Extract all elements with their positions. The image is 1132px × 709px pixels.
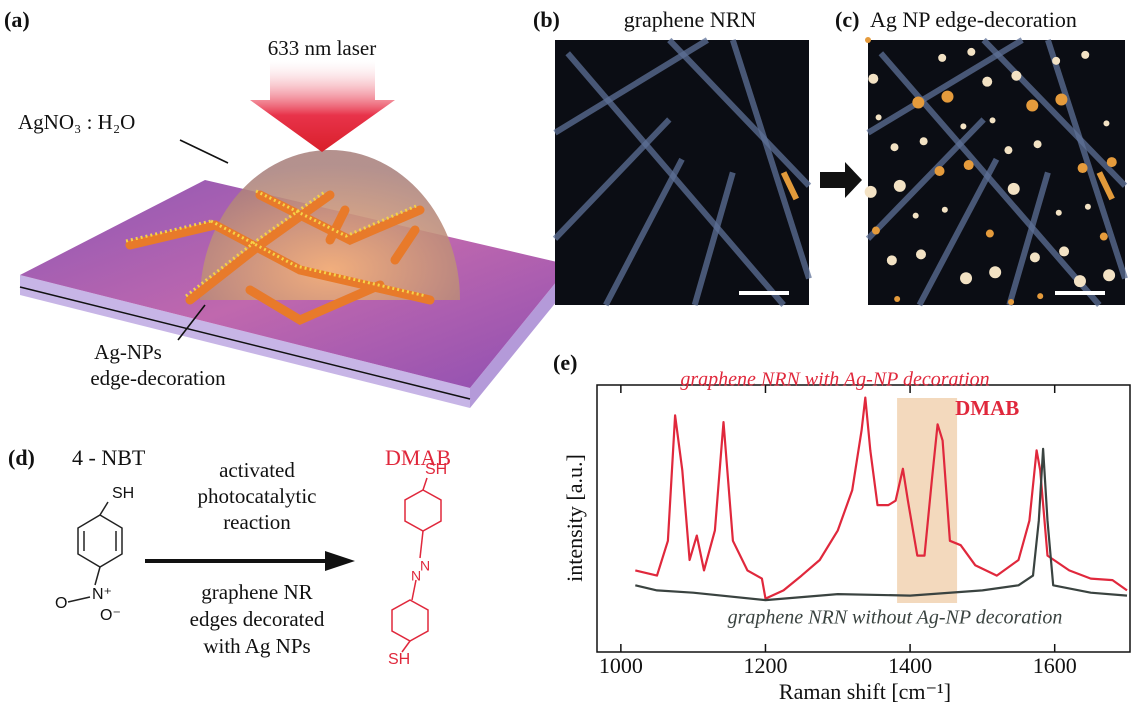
micrograph xyxy=(555,40,809,305)
atom: SH xyxy=(112,485,134,502)
nanoparticle xyxy=(1034,140,1042,148)
nanoparticle xyxy=(865,37,871,43)
atom: N xyxy=(420,558,430,574)
x-tick-label: 1400 xyxy=(888,653,932,678)
nanoparticle xyxy=(1030,252,1040,262)
nanoparticle xyxy=(890,143,898,151)
x-tick-label: 1600 xyxy=(1033,653,1077,678)
highlight-label: DMAB xyxy=(955,396,1019,420)
nanoparticle xyxy=(967,48,975,56)
nanoparticle xyxy=(941,91,953,103)
reaction-arrow xyxy=(325,551,355,571)
nanoparticle xyxy=(1100,233,1108,241)
nanoparticle xyxy=(916,249,926,259)
panel-label: (e) xyxy=(553,350,577,375)
nanoparticle xyxy=(1078,163,1088,173)
y-axis-label: intensity [a.u.] xyxy=(562,454,587,582)
panel-title: Ag NP edge-decoration xyxy=(870,7,1077,32)
panel-label: (c) xyxy=(835,7,859,32)
x-tick-label: 1000 xyxy=(599,653,643,678)
nanoparticle xyxy=(986,230,994,238)
nanoparticle xyxy=(865,186,877,198)
atom: O⁻ xyxy=(100,607,121,624)
nanoparticle xyxy=(1055,94,1067,106)
x-axis-label: Raman shift [cm⁻¹] xyxy=(779,679,951,704)
condition-text: edges decorated xyxy=(190,607,325,631)
nanoparticle xyxy=(982,77,992,87)
bond xyxy=(68,597,90,602)
series-label: graphene NRN without Ag-NP decoration xyxy=(728,607,1063,629)
condition-text: photocatalytic xyxy=(198,484,317,508)
nanoparticle xyxy=(1026,100,1038,112)
nanoparticle xyxy=(912,97,924,109)
nanoparticle xyxy=(1004,146,1012,154)
reactant-label: 4 - NBT xyxy=(72,445,146,470)
nanoparticle xyxy=(1103,120,1109,126)
series-label: graphene NRN with Ag-NP decoration xyxy=(680,369,989,391)
atom: N xyxy=(411,568,421,584)
raman-chart: (e) DMAB 1000 1200 1400 1600 Raman shift [cm⁻¹… xyxy=(553,350,1130,704)
highlight-band xyxy=(897,398,957,603)
nanoparticle xyxy=(872,227,880,235)
nanoparticle xyxy=(1081,51,1089,59)
nanoparticle xyxy=(964,160,974,170)
arrow xyxy=(820,162,862,198)
nanoparticle xyxy=(920,137,928,145)
nanoparticle xyxy=(868,74,878,84)
x-tick-label: 1200 xyxy=(743,653,787,678)
laser-label: 633 nm laser xyxy=(268,36,376,60)
panel-label: (b) xyxy=(533,7,560,32)
nanoparticle xyxy=(989,266,1001,278)
nanoparticle xyxy=(1107,157,1117,167)
nanoparticle xyxy=(1074,275,1086,287)
np-label: Ag-NPs xyxy=(94,340,162,364)
nanoparticle xyxy=(1103,269,1115,281)
spectrum-line xyxy=(635,449,1127,600)
condition-text: activated xyxy=(219,458,295,482)
solution-label: AgNO₃ : H₂O xyxy=(18,110,135,134)
nanoparticle xyxy=(887,255,897,265)
condition-text: reaction xyxy=(223,510,291,534)
atom: SH xyxy=(388,651,410,668)
panel-label: (a) xyxy=(4,7,30,32)
nanoparticle xyxy=(938,54,946,62)
nanoparticle xyxy=(1056,210,1062,216)
condition-text: with Ag NPs xyxy=(203,634,310,658)
atom: N⁺ xyxy=(92,586,112,603)
nanoparticle xyxy=(990,117,996,123)
nanoparticle xyxy=(942,207,948,213)
nanoparticle xyxy=(1011,71,1021,81)
panel-title: graphene NRN xyxy=(624,7,757,32)
nanoparticle xyxy=(1008,299,1014,305)
nanoparticle xyxy=(1037,293,1043,299)
laser-arrow xyxy=(250,60,395,152)
nanoparticle xyxy=(1052,57,1060,65)
nanoparticle xyxy=(1059,246,1069,256)
nanoparticle xyxy=(894,180,906,192)
nanoparticle xyxy=(876,114,882,120)
atom: O xyxy=(55,595,67,612)
nanoparticle xyxy=(1008,183,1020,195)
nanoparticle xyxy=(960,272,972,284)
dmab-molecule xyxy=(392,478,441,652)
micrograph xyxy=(865,37,1125,305)
figure: (a) 633 nm laser AgNO₃ : H₂O Ag-NPs edge… xyxy=(0,0,1132,709)
panel-label: (d) xyxy=(8,445,35,470)
atom: SH xyxy=(425,461,447,478)
nbt-molecule xyxy=(78,502,122,585)
nanoparticle xyxy=(1085,204,1091,210)
nanoparticle xyxy=(894,296,900,302)
pointer xyxy=(180,140,228,163)
condition-text: graphene NR xyxy=(201,580,312,604)
nanoparticle xyxy=(935,166,945,176)
nanoparticle xyxy=(913,213,919,219)
np-label: edge-decoration xyxy=(90,366,226,390)
spectrum-line xyxy=(635,398,1127,599)
nanoparticle xyxy=(960,123,966,129)
